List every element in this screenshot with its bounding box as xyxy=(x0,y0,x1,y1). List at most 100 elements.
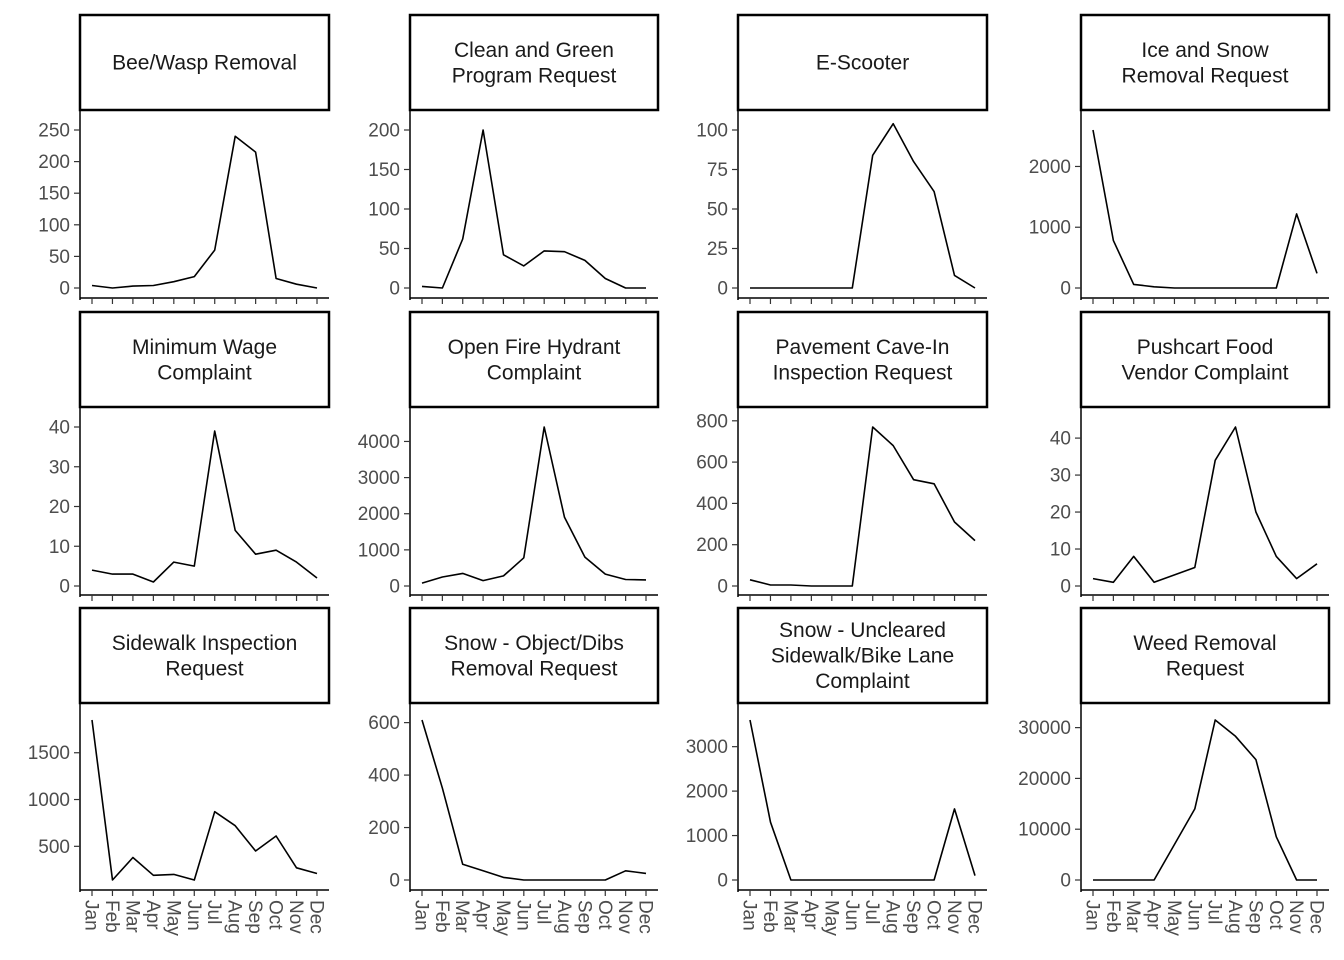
x-tick-label: Aug xyxy=(882,900,903,934)
facet-strip xyxy=(78,606,331,705)
y-tick-label: 2000 xyxy=(1029,157,1071,178)
series-line xyxy=(750,122,976,289)
series-line xyxy=(91,719,318,881)
y-tick-label: 10 xyxy=(49,537,70,558)
x-tick-label: Nov xyxy=(943,900,964,934)
x-tick-label: Feb xyxy=(1102,900,1123,933)
x-tick-label: May xyxy=(162,900,183,936)
facet-panel: Pavement Cave-In Inspection Request 0 200 40… xyxy=(696,310,989,601)
series-line xyxy=(91,430,318,583)
facet-title: Pushcart Food Vendor Complaint xyxy=(1122,336,1289,385)
y-tick-label: 50 xyxy=(379,239,400,260)
y-tick-label: 30000 xyxy=(1018,718,1071,739)
x-tick-label: Oct xyxy=(265,900,286,930)
facet-panel: Ice and Snow Removal Request 0 1000 2000 xyxy=(1029,13,1331,304)
series-line xyxy=(749,719,976,881)
facet-panel: Snow - Object/Dibs Removal Request 0 200 400… xyxy=(368,606,660,936)
facet-panel: Pushcart Food Vendor Complaint 0 10 20 30 40 xyxy=(1050,310,1331,601)
x-tick-label: May xyxy=(492,900,513,936)
y-tick-label: 0 xyxy=(717,279,728,300)
y-tick-label: 0 xyxy=(389,577,400,598)
x-tick-label: Mar xyxy=(451,900,472,933)
facet-title: Weed Removal Request xyxy=(1133,632,1276,681)
y-tick-label: 1000 xyxy=(28,790,70,811)
x-tick-label: Apr xyxy=(142,900,163,930)
facet-strip xyxy=(1079,13,1331,112)
facet-panel: Clean and Green Program Request 0 50 100 150 2… xyxy=(368,13,660,304)
y-tick-label: 0 xyxy=(717,577,728,598)
y-tick-label: 1500 xyxy=(28,743,70,764)
y-tick-label: 0 xyxy=(59,577,70,598)
series-line xyxy=(421,719,647,881)
x-tick-label: Feb xyxy=(759,900,780,933)
series-line xyxy=(749,426,976,587)
y-tick-label: 0 xyxy=(1060,577,1071,598)
x-tick-label: Jul xyxy=(533,900,554,924)
x-tick-label: Nov xyxy=(285,900,306,934)
x-tick-label: Oct xyxy=(594,900,615,930)
facet-title: Ice and Snow Removal Request xyxy=(1122,39,1289,88)
x-tick-label: Sep xyxy=(902,900,923,934)
y-tick-label: 10 xyxy=(1050,540,1071,561)
y-tick-label: 200 xyxy=(38,152,70,173)
series-line xyxy=(421,129,646,289)
facet-title: Snow - Object/Dibs Removal Request xyxy=(444,632,624,681)
y-tick-label: 40 xyxy=(49,418,70,439)
series-line xyxy=(1093,719,1317,881)
y-tick-label: 600 xyxy=(696,453,728,474)
x-tick-label: Dec xyxy=(1306,900,1327,934)
facet-title: Snow - Uncleared Sidewalk/Bike Lane Compla… xyxy=(771,619,954,693)
x-tick-label: Jun xyxy=(1183,900,1204,931)
x-tick-label: Apr xyxy=(1143,900,1164,930)
x-tick-label: May xyxy=(820,900,841,936)
x-tick-label: Apr xyxy=(472,900,493,930)
y-tick-label: 20 xyxy=(1050,503,1071,524)
facet-title: Sidewalk Inspection Request xyxy=(112,632,298,681)
x-tick-label: Dec xyxy=(635,900,656,934)
y-tick-label: 100 xyxy=(696,121,728,142)
y-tick-label: 30 xyxy=(49,457,70,478)
y-tick-label: 1000 xyxy=(1029,218,1071,239)
x-tick-label: Oct xyxy=(923,900,944,930)
x-tick-label: Jun xyxy=(841,900,862,931)
y-tick-label: 0 xyxy=(1060,871,1071,892)
facet-strip xyxy=(736,13,989,112)
x-tick-label: Aug xyxy=(553,900,574,934)
y-tick-label: 75 xyxy=(707,160,728,181)
y-tick-label: 150 xyxy=(368,160,400,181)
y-tick-label: 0 xyxy=(717,871,728,892)
x-tick-label: Jan xyxy=(81,900,102,931)
facet-panel: Sidewalk Inspection Request 500 1000 1500 Jan… xyxy=(28,606,331,936)
series-line xyxy=(1092,426,1318,584)
y-tick-label: 100 xyxy=(368,200,400,221)
facet-strip xyxy=(1079,606,1331,705)
y-tick-label: 800 xyxy=(696,411,728,432)
x-tick-label: Mar xyxy=(1122,900,1143,933)
facet-panel: Bee/Wasp Removal 0 50 100 150 200 250 xyxy=(38,13,331,304)
facet-panel: Snow - Uncleared Sidewalk/Bike Lane Compla… xyxy=(686,606,989,936)
facet-strip xyxy=(78,310,331,409)
y-tick-label: 0 xyxy=(389,871,400,892)
y-tick-label: 150 xyxy=(38,184,70,205)
x-tick-label: Jan xyxy=(739,900,760,931)
y-tick-label: 2000 xyxy=(686,782,728,803)
y-tick-label: 30 xyxy=(1050,466,1071,487)
y-tick-label: 100 xyxy=(38,215,70,236)
facet-strip xyxy=(78,13,331,112)
x-tick-label: Oct xyxy=(1265,900,1286,930)
y-tick-label: 25 xyxy=(707,239,728,260)
facet-title: Minimum Wage Complaint xyxy=(132,336,277,385)
y-tick-label: 20 xyxy=(49,497,70,518)
y-tick-label: 400 xyxy=(696,494,728,515)
x-tick-label: Jun xyxy=(512,900,533,931)
x-tick-label: Nov xyxy=(1285,900,1306,934)
facet-title: Clean and Green Program Request xyxy=(452,39,617,88)
x-tick-label: Dec xyxy=(964,900,985,934)
x-tick-label: Feb xyxy=(431,900,452,933)
facet-panel: E-Scooter 0 25 50 75 100 xyxy=(696,13,989,304)
y-tick-label: 200 xyxy=(368,121,400,142)
facet-strip xyxy=(408,310,660,409)
y-tick-label: 3000 xyxy=(686,737,728,758)
x-tick-label: Jan xyxy=(411,900,432,931)
